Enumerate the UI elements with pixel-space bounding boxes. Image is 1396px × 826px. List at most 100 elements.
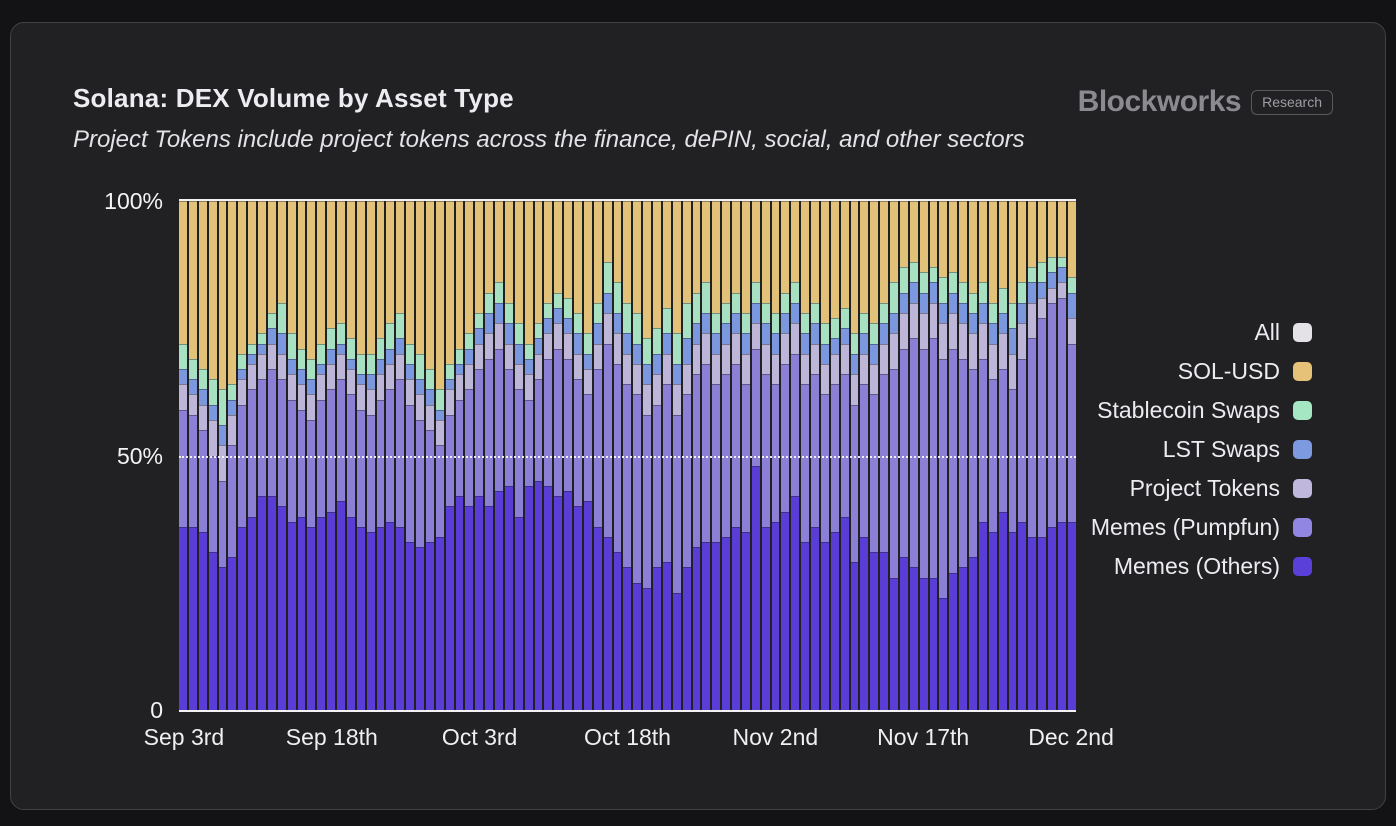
segment-project-tokens[interactable] [386, 363, 395, 390]
segment-stablecoin-swaps[interactable] [633, 313, 642, 344]
segment-project-tokens[interactable] [179, 384, 187, 410]
segment-memes-pumpfun[interactable] [574, 379, 582, 507]
segment-memes-pumpfun[interactable] [317, 399, 326, 517]
segment-memes-pumpfun[interactable] [228, 445, 237, 558]
segment-sol-usd[interactable] [485, 201, 493, 293]
segment-lst-swaps[interactable] [969, 313, 977, 334]
segment-stablecoin-swaps[interactable] [188, 358, 197, 380]
segment-sol-usd[interactable] [811, 201, 819, 303]
bar-nov-13[interactable] [880, 201, 888, 710]
segment-sol-usd[interactable] [949, 201, 958, 273]
segment-lst-swaps[interactable] [534, 338, 543, 354]
segment-project-tokens[interactable] [544, 333, 553, 359]
segment-stablecoin-swaps[interactable] [949, 272, 958, 293]
segment-stablecoin-swaps[interactable] [1057, 257, 1066, 268]
segment-stablecoin-swaps[interactable] [386, 323, 395, 349]
segment-lst-swaps[interactable] [830, 338, 839, 354]
segment-project-tokens[interactable] [287, 374, 296, 400]
segment-memes-pumpfun[interactable] [811, 374, 819, 527]
segment-project-tokens[interactable] [781, 333, 790, 364]
segment-project-tokens[interactable] [771, 353, 780, 385]
segment-stablecoin-swaps[interactable] [653, 328, 661, 354]
segment-lst-swaps[interactable] [1018, 302, 1027, 324]
segment-project-tokens[interactable] [702, 333, 711, 364]
segment-memes-pumpfun[interactable] [485, 358, 493, 507]
segment-memes-others[interactable] [919, 577, 928, 710]
segment-stablecoin-swaps[interactable] [267, 313, 276, 329]
segment-project-tokens[interactable] [307, 394, 316, 420]
segment-project-tokens[interactable] [692, 343, 701, 375]
segment-memes-others[interactable] [188, 526, 197, 710]
segment-stablecoin-swaps[interactable] [583, 333, 592, 354]
segment-lst-swaps[interactable] [248, 353, 256, 364]
segment-project-tokens[interactable] [949, 313, 958, 349]
segment-memes-pumpfun[interactable] [949, 348, 958, 573]
segment-memes-pumpfun[interactable] [870, 394, 879, 553]
segment-memes-others[interactable] [899, 557, 908, 710]
bar-nov-21[interactable] [959, 201, 967, 710]
segment-project-tokens[interactable] [959, 323, 967, 359]
segment-stablecoin-swaps[interactable] [179, 343, 187, 369]
segment-memes-others[interactable] [643, 587, 651, 710]
segment-stablecoin-swaps[interactable] [978, 282, 987, 303]
segment-memes-others[interactable] [860, 536, 869, 710]
segment-sol-usd[interactable] [287, 201, 296, 334]
bar-nov-20[interactable] [949, 201, 958, 710]
segment-stablecoin-swaps[interactable] [692, 292, 701, 324]
segment-lst-swaps[interactable] [307, 379, 316, 395]
segment-memes-pumpfun[interactable] [969, 368, 977, 558]
bar-nov-9[interactable] [840, 201, 849, 710]
segment-memes-pumpfun[interactable] [1028, 338, 1037, 537]
segment-stablecoin-swaps[interactable] [258, 333, 266, 344]
segment-sol-usd[interactable] [356, 201, 365, 354]
segment-sol-usd[interactable] [919, 201, 928, 273]
bar-nov-2[interactable] [771, 201, 780, 710]
segment-stablecoin-swaps[interactable] [722, 302, 730, 324]
segment-project-tokens[interactable] [1018, 323, 1027, 359]
bar-sep-17[interactable] [317, 201, 326, 710]
segment-stablecoin-swaps[interactable] [445, 363, 454, 380]
segment-memes-others[interactable] [287, 521, 296, 710]
segment-stablecoin-swaps[interactable] [574, 313, 582, 334]
segment-lst-swaps[interactable] [544, 318, 553, 334]
segment-stablecoin-swaps[interactable] [208, 379, 217, 405]
segment-memes-others[interactable] [416, 547, 424, 710]
segment-stablecoin-swaps[interactable] [1048, 257, 1056, 273]
segment-memes-others[interactable] [396, 526, 405, 710]
segment-memes-others[interactable] [346, 516, 355, 710]
segment-lst-swaps[interactable] [179, 369, 187, 385]
segment-sol-usd[interactable] [899, 201, 908, 268]
bar-nov-12[interactable] [870, 201, 879, 710]
segment-lst-swaps[interactable] [959, 302, 967, 324]
segment-memes-pumpfun[interactable] [593, 368, 602, 527]
segment-project-tokens[interactable] [909, 302, 918, 339]
segment-stablecoin-swaps[interactable] [337, 323, 345, 344]
segment-project-tokens[interactable] [425, 404, 434, 431]
segment-memes-others[interactable] [455, 496, 464, 710]
segment-project-tokens[interactable] [623, 353, 632, 385]
segment-sol-usd[interactable] [929, 201, 938, 268]
segment-project-tokens[interactable] [564, 333, 572, 359]
segment-project-tokens[interactable] [662, 353, 671, 385]
segment-lst-swaps[interactable] [396, 338, 405, 354]
segment-lst-swaps[interactable] [1067, 292, 1076, 319]
segment-project-tokens[interactable] [485, 333, 493, 359]
segment-stablecoin-swaps[interactable] [919, 272, 928, 293]
bar-oct-10[interactable] [544, 201, 553, 710]
segment-stablecoin-swaps[interactable] [475, 313, 484, 329]
segment-stablecoin-swaps[interactable] [712, 313, 721, 334]
segment-sol-usd[interactable] [820, 201, 829, 324]
segment-sol-usd[interactable] [890, 201, 898, 283]
segment-sol-usd[interactable] [830, 201, 839, 319]
segment-stablecoin-swaps[interactable] [998, 287, 1007, 313]
segment-stablecoin-swaps[interactable] [801, 313, 809, 334]
segment-stablecoin-swaps[interactable] [228, 384, 237, 400]
segment-sol-usd[interactable] [1038, 201, 1046, 263]
segment-memes-pumpfun[interactable] [1048, 302, 1056, 527]
segment-stablecoin-swaps[interactable] [455, 348, 464, 364]
bar-nov-18[interactable] [929, 201, 938, 710]
segment-lst-swaps[interactable] [771, 333, 780, 354]
segment-project-tokens[interactable] [722, 343, 730, 375]
segment-stablecoin-swaps[interactable] [682, 302, 691, 339]
bar-oct-31[interactable] [751, 201, 760, 710]
